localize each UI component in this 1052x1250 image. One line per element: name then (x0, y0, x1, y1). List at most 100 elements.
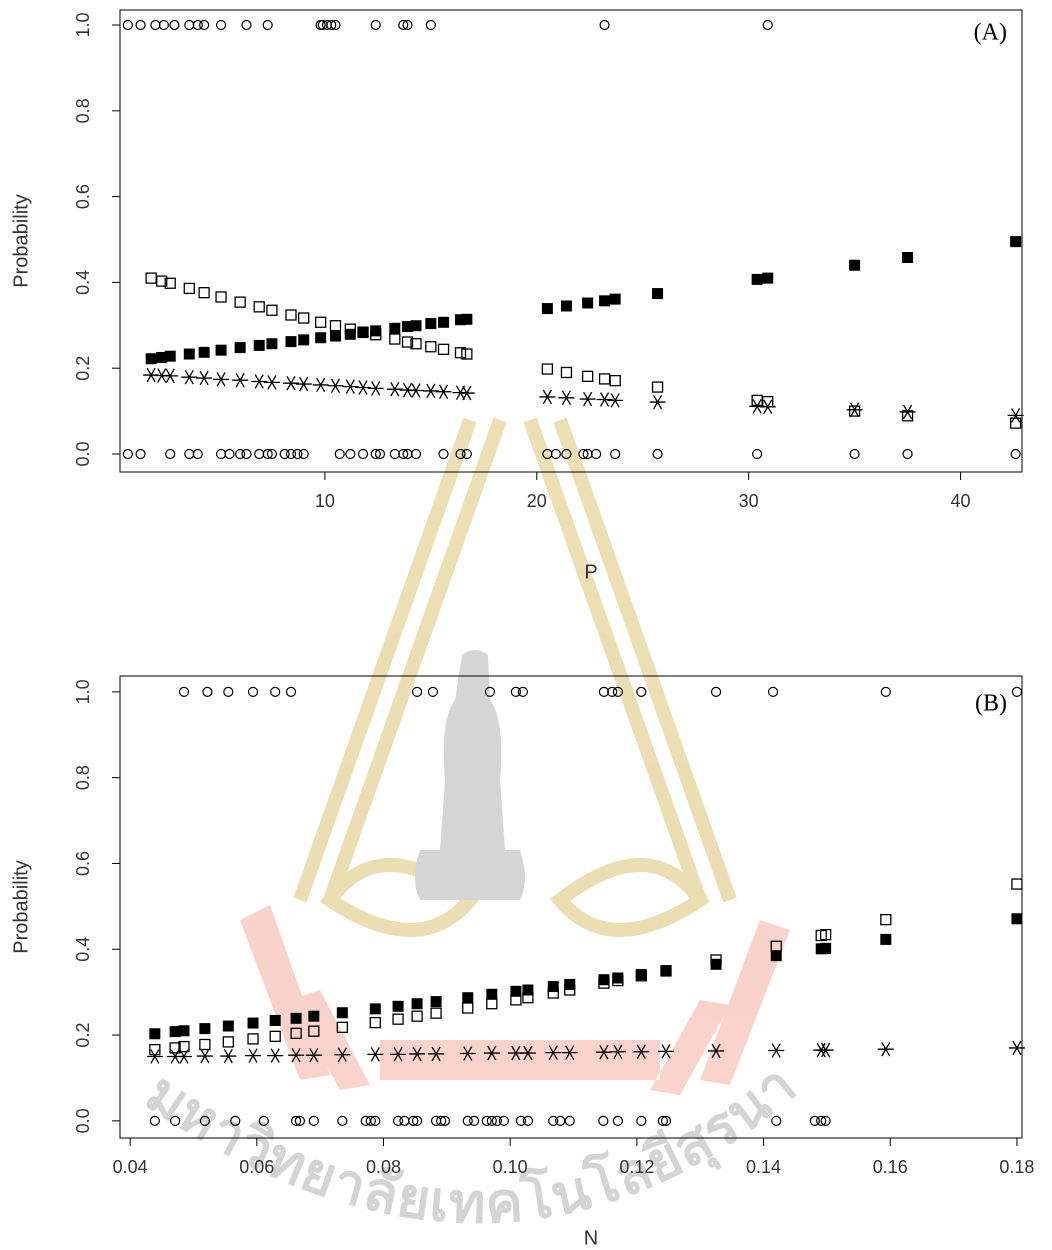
point-square-open (392, 1013, 404, 1025)
point-asterisk (196, 370, 213, 386)
point-asterisk (196, 1048, 213, 1064)
point-asterisk (342, 379, 359, 394)
y-tick-label: 0.4 (73, 937, 93, 962)
point-circle (564, 1115, 575, 1126)
point-circle (816, 1115, 827, 1126)
point-circle (170, 1115, 181, 1126)
logo-tower (293, 417, 737, 903)
point-square-open (660, 965, 672, 977)
point-circle (270, 686, 281, 697)
y-tick-label: 0.0 (73, 441, 93, 466)
point-square-open (164, 277, 176, 289)
point-square-open (454, 347, 467, 359)
point-circle (357, 448, 369, 460)
point-square-filled (1010, 236, 1022, 248)
point-square-filled (710, 958, 722, 970)
point-circle (262, 448, 273, 460)
point-square-filled (222, 1020, 234, 1032)
point-square-open (541, 363, 554, 375)
point-asterisk (459, 1046, 476, 1061)
point-asterisk (390, 1047, 407, 1062)
point-circle (591, 448, 602, 460)
point-circle (374, 448, 386, 460)
point-circle (484, 686, 496, 697)
x-tick-label: 30 (739, 491, 759, 511)
y-tick-label: 0.6 (73, 184, 93, 209)
point-circle (660, 1115, 672, 1126)
point-asterisk (633, 1044, 650, 1060)
point-square-filled (215, 344, 227, 356)
point-square-filled (598, 974, 610, 986)
point-asterisk (1007, 408, 1024, 423)
point-square-open (710, 954, 722, 966)
point-circle (752, 448, 763, 460)
point-circle (561, 448, 572, 460)
point-circle (612, 1115, 623, 1126)
point-square-open (598, 977, 610, 989)
series (149, 686, 1023, 1126)
point-square-filled (389, 322, 401, 334)
point-square-open (598, 373, 611, 385)
point-square-open (298, 312, 310, 324)
point-circle (392, 1115, 404, 1126)
point-asterisk (213, 372, 230, 387)
x-tick-label: 0.12 (619, 1157, 654, 1177)
point-square-open (199, 1038, 211, 1051)
point-circle (184, 19, 195, 31)
point-circle (230, 1115, 241, 1126)
point-asterisk (408, 383, 425, 398)
point-square-open (430, 1007, 442, 1019)
point-circle (169, 19, 180, 31)
point-circle (771, 1115, 782, 1126)
point-circle (498, 1115, 509, 1126)
point-circle (215, 19, 227, 31)
point-asterisk (334, 1047, 351, 1063)
point-square-open (329, 320, 342, 332)
point-asterisk (483, 1045, 500, 1061)
point-square-filled (522, 984, 534, 996)
point-circle (224, 448, 235, 460)
y-tick-label: 0.2 (73, 356, 93, 381)
point-square-filled (849, 259, 861, 271)
point-square-open (266, 304, 278, 316)
point-asterisk (295, 376, 312, 392)
point-asterisk (428, 1046, 445, 1062)
point-square-open (253, 301, 265, 313)
point-square-open (336, 1021, 348, 1033)
point-circle (298, 448, 309, 460)
point-circle (192, 448, 203, 460)
point-square-open (198, 287, 210, 299)
panel: 0.0 0.2 0.4 0.6 0.8 1.0 0.04 0.06 0.08 0.10 0.12 0.… (10, 675, 1034, 1249)
point-asterisk (181, 369, 198, 385)
point-square-open (461, 348, 473, 360)
point-square-filled (486, 988, 498, 1000)
point-square-open (410, 338, 422, 350)
logo-statue (415, 650, 525, 900)
point-circle (398, 19, 409, 31)
point-circle (610, 448, 621, 460)
point-square-filled (510, 985, 522, 997)
point-asterisk (220, 1048, 237, 1064)
point-square-filled (1011, 913, 1023, 925)
point-asterisk (768, 1043, 785, 1058)
point-asterisk (409, 1046, 426, 1062)
point-asterisk (422, 383, 439, 399)
point-square-filled (547, 981, 559, 993)
point-asterisk (232, 372, 249, 388)
point-square-open (880, 914, 892, 926)
point-square-filled (336, 1007, 348, 1019)
point-asterisk (899, 404, 916, 420)
point-circle (149, 1115, 160, 1126)
point-circle (370, 448, 381, 460)
point-circle (427, 686, 439, 697)
point-square-open (401, 336, 414, 348)
point-square-open (178, 1040, 190, 1053)
point-circle (439, 1115, 451, 1126)
point-square-filled (315, 332, 327, 344)
point-circle (266, 448, 278, 460)
point-square-open (462, 1002, 474, 1014)
point-square-filled (462, 992, 474, 1004)
point-asterisk (558, 390, 575, 406)
point-asterisk (175, 1049, 192, 1064)
point-circle (398, 448, 409, 460)
